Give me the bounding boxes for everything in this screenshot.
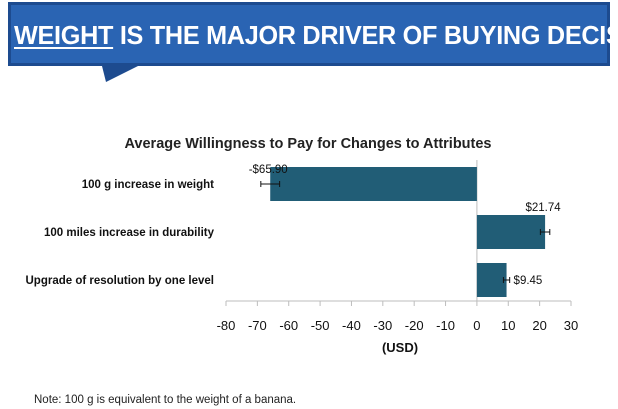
category-label: 100 miles increase in durability: [44, 227, 215, 239]
footnote: Note: 100 g is equivalent to the weight …: [34, 394, 297, 406]
x-tick-label: -10: [436, 318, 455, 333]
bar: [270, 167, 477, 201]
headline-rest: IS THE MAJOR DRIVER OF BUYING DECISIONS: [119, 20, 618, 50]
banner-ribbon-face: [11, 5, 607, 63]
page-headline: WEIGHT IS THE MAJOR DRIVER OF BUYING DEC…: [14, 18, 618, 52]
x-tick-label: 20: [532, 318, 546, 333]
x-tick-label: -70: [248, 318, 267, 333]
headline-highlight: WEIGHT: [14, 20, 114, 50]
category-label: Upgrade of resolution by one level: [25, 275, 214, 287]
bar: [476, 215, 546, 249]
x-tick-label: -40: [342, 318, 361, 333]
x-tick-label: -20: [405, 318, 424, 333]
x-tick-label: -80: [217, 318, 236, 333]
x-tick-label: -50: [311, 318, 330, 333]
category-label: 100 g increase in weight: [82, 179, 214, 191]
x-tick-label: -30: [373, 318, 392, 333]
data-label: -$65.90: [249, 164, 288, 176]
x-tick-label: -60: [279, 318, 298, 333]
wtp-bar-chart: Average Willingness to Pay for Changes t…: [25, 136, 578, 355]
x-axis-label: (USD): [382, 340, 418, 355]
data-label: $9.45: [514, 275, 543, 287]
x-tick-label: 30: [564, 318, 578, 333]
data-label: $21.74: [525, 202, 561, 214]
x-tick-label: 0: [473, 318, 480, 333]
chart-title: Average Willingness to Pay for Changes t…: [125, 136, 492, 152]
x-tick-label: 10: [501, 318, 515, 333]
bar: [476, 263, 507, 297]
header-banner: [8, 2, 610, 82]
